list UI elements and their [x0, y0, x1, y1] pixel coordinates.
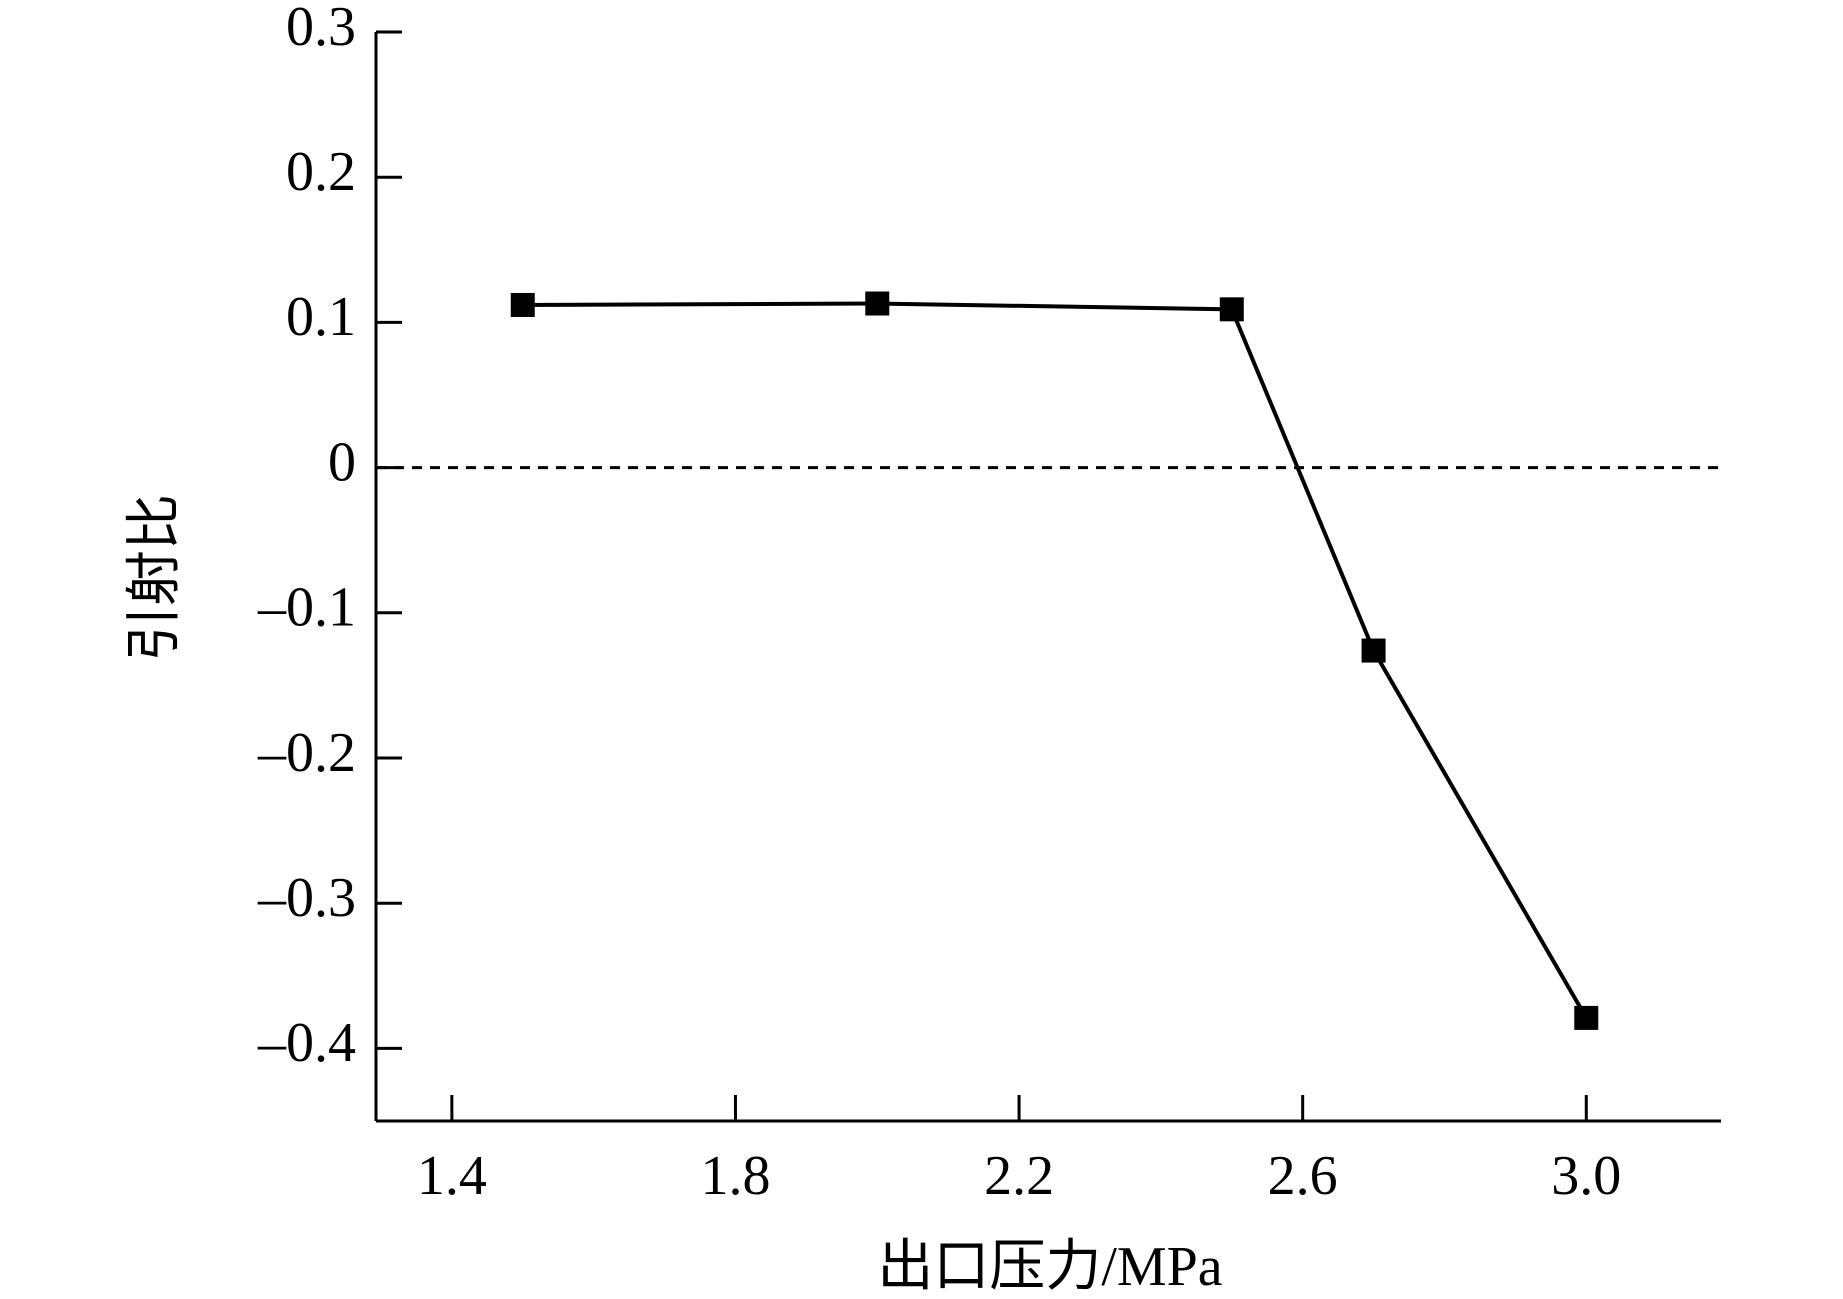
y-tick-label: –0.3	[257, 867, 356, 929]
data-point	[1574, 1005, 1599, 1030]
x-tick-label: 3.0	[1551, 1145, 1621, 1207]
y-tick-label: 0.3	[286, 0, 356, 58]
x-tick-label: 2.2	[984, 1145, 1054, 1207]
y-axis-label: 引射比	[124, 494, 186, 662]
x-tick-label: 1.4	[417, 1145, 487, 1207]
data-point	[1219, 297, 1244, 322]
x-axis-label: 出口压力/MPa	[877, 1236, 1222, 1298]
series-line	[522, 301, 1589, 1019]
y-tick-label: 0.1	[286, 286, 356, 348]
y-tick-label: –0.4	[257, 1012, 356, 1074]
y-tick-label: 0	[328, 431, 356, 493]
data-point	[1361, 638, 1386, 663]
y-tick-label: –0.1	[257, 577, 356, 639]
y-tick-label: 0.2	[286, 141, 356, 203]
x-tick-label: 1.8	[700, 1145, 770, 1207]
data-point	[510, 292, 535, 317]
data-point	[865, 291, 890, 316]
y-tick-label: –0.2	[257, 722, 356, 784]
x-tick-label: 2.6	[1268, 1145, 1338, 1207]
